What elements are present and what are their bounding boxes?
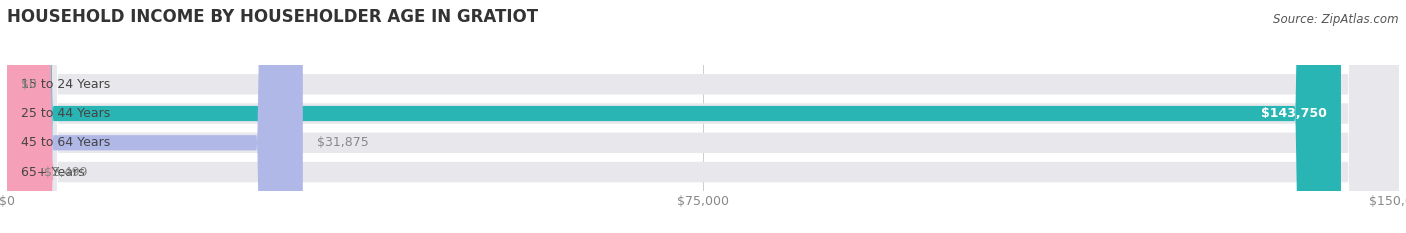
Text: 45 to 64 Years: 45 to 64 Years (21, 136, 110, 149)
Text: HOUSEHOLD INCOME BY HOUSEHOLDER AGE IN GRATIOT: HOUSEHOLD INCOME BY HOUSEHOLDER AGE IN G… (7, 8, 538, 26)
Text: 65+ Years: 65+ Years (21, 165, 84, 178)
Text: $31,875: $31,875 (316, 136, 368, 149)
Text: $0: $0 (21, 78, 37, 91)
Text: $143,750: $143,750 (1261, 107, 1327, 120)
FancyBboxPatch shape (7, 0, 1399, 233)
FancyBboxPatch shape (7, 0, 1399, 233)
Text: 25 to 44 Years: 25 to 44 Years (21, 107, 110, 120)
Text: Source: ZipAtlas.com: Source: ZipAtlas.com (1274, 13, 1399, 26)
Text: 15 to 24 Years: 15 to 24 Years (21, 78, 110, 91)
FancyBboxPatch shape (7, 0, 1399, 233)
FancyBboxPatch shape (7, 0, 1399, 233)
FancyBboxPatch shape (0, 0, 53, 233)
Text: $2,499: $2,499 (44, 165, 87, 178)
FancyBboxPatch shape (7, 0, 302, 233)
FancyBboxPatch shape (7, 0, 1341, 233)
